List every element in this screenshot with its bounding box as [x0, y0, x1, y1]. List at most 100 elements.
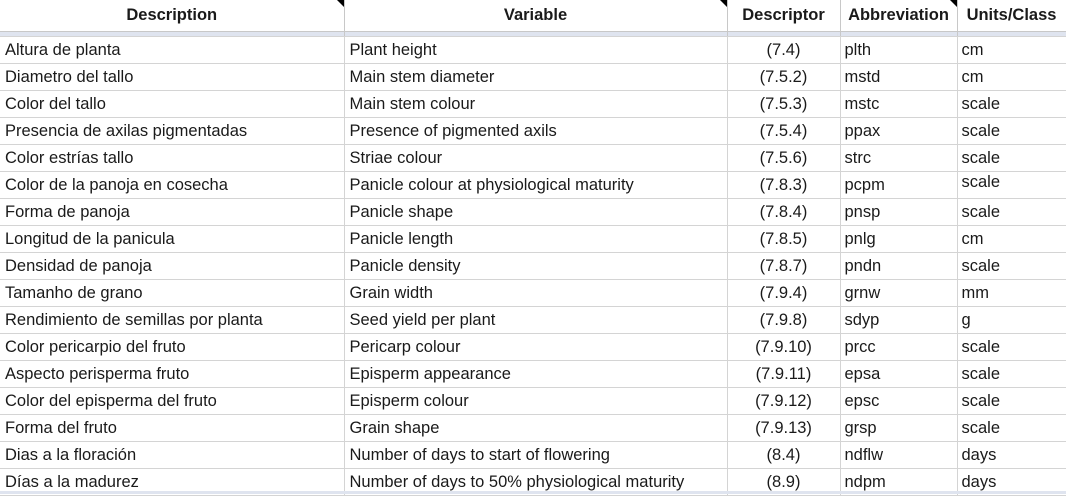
- variable-cell[interactable]: Panicle colour at physiological maturity: [344, 171, 728, 199]
- descriptor-cell[interactable]: (7.9.13): [727, 414, 841, 442]
- variable-cell[interactable]: Plant height: [344, 36, 728, 64]
- units-cell[interactable]: scale: [957, 198, 1066, 226]
- abbreviation-cell[interactable]: pndn: [840, 252, 958, 280]
- description-cell[interactable]: Forma del fruto: [0, 414, 345, 442]
- table-row: Rendimiento de semillas por planta Seed y…: [0, 306, 1066, 334]
- abbreviation-cell[interactable]: epsa: [840, 360, 958, 388]
- variable-cell[interactable]: Panicle length: [344, 225, 728, 253]
- table-row: Presencia de axilas pigmentadas Presence …: [0, 117, 1066, 145]
- variable-cell[interactable]: Grain width: [344, 279, 728, 307]
- abbreviation-cell[interactable]: mstd: [840, 63, 958, 91]
- variable-cell[interactable]: Pericarp colour: [344, 333, 728, 361]
- units-cell[interactable]: scale: [957, 252, 1066, 280]
- abbreviation-cell[interactable]: grsp: [840, 414, 958, 442]
- abbreviation-cell[interactable]: grnw: [840, 279, 958, 307]
- variable-cell[interactable]: Seed yield per plant: [344, 306, 728, 334]
- descriptor-cell[interactable]: (7.9.10): [727, 333, 841, 361]
- descriptor-cell[interactable]: (7.5.3): [727, 90, 841, 118]
- descriptor-cell[interactable]: (7.8.5): [727, 225, 841, 253]
- description-cell[interactable]: Aspecto perisperma fruto: [0, 360, 345, 388]
- variable-cell[interactable]: Number of days to start of flowering: [344, 441, 728, 469]
- units-cell[interactable]: mm: [957, 279, 1066, 307]
- note-indicator-icon[interactable]: [949, 0, 956, 7]
- units-cell[interactable]: cm: [957, 36, 1066, 64]
- column-header-descriptor[interactable]: Descriptor: [727, 0, 841, 32]
- descriptor-cell[interactable]: (8.4): [727, 441, 841, 469]
- description-cell[interactable]: Altura de planta: [0, 36, 345, 64]
- abbreviation-cell[interactable]: strc: [840, 144, 958, 172]
- frozen-row-divider[interactable]: [0, 31, 1066, 37]
- column-header-units[interactable]: Units/Class: [957, 0, 1066, 32]
- descriptor-cell[interactable]: (7.9.4): [727, 279, 841, 307]
- abbreviation-cell[interactable]: prcc: [840, 333, 958, 361]
- units-cell[interactable]: scale: [957, 387, 1066, 415]
- descriptor-cell[interactable]: (7.9.12): [727, 387, 841, 415]
- column-header-abbreviation[interactable]: Abbreviation: [840, 0, 958, 32]
- description-cell[interactable]: Longitud de la panicula: [0, 225, 345, 253]
- variable-cell[interactable]: Panicle density: [344, 252, 728, 280]
- variable-cell[interactable]: Grain shape: [344, 414, 728, 442]
- description-cell[interactable]: Color estrías tallo: [0, 144, 345, 172]
- descriptor-cell[interactable]: (7.8.7): [727, 252, 841, 280]
- descriptor-cell[interactable]: (7.5.2): [727, 63, 841, 91]
- abbreviation-cell[interactable]: mstc: [840, 90, 958, 118]
- units-cell[interactable]: scale: [957, 414, 1066, 442]
- variable-cell[interactable]: Episperm appearance: [344, 360, 728, 388]
- variable-cell[interactable]: Striae colour: [344, 144, 728, 172]
- description-cell[interactable]: Forma de panoja: [0, 198, 345, 226]
- units-cell[interactable]: scale: [957, 333, 1066, 361]
- description-cell[interactable]: Color del episperma del fruto: [0, 387, 345, 415]
- description-cell[interactable]: Densidad de panoja: [0, 252, 345, 280]
- description-cell[interactable]: Tamanho de grano: [0, 279, 345, 307]
- descriptor-cell[interactable]: (7.9.11): [727, 360, 841, 388]
- description-cell[interactable]: Diametro del tallo: [0, 63, 345, 91]
- table-row: Color del episperma del fruto Episperm co…: [0, 387, 1066, 415]
- abbreviation-cell[interactable]: sdyp: [840, 306, 958, 334]
- variable-cell[interactable]: Presence of pigmented axils: [344, 117, 728, 145]
- table-row: Dias a la floración Number of days to sta…: [0, 441, 1066, 469]
- note-indicator-icon[interactable]: [336, 0, 343, 7]
- units-cell[interactable]: scale: [957, 360, 1066, 388]
- descriptor-cell[interactable]: (7.8.3): [727, 171, 841, 199]
- descriptor-cell[interactable]: (7.4): [727, 36, 841, 64]
- abbreviation-cell[interactable]: plth: [840, 36, 958, 64]
- column-header-variable[interactable]: Variable: [344, 0, 728, 32]
- column-header-label: Units/Class: [966, 6, 1057, 24]
- abbreviation-cell[interactable]: pnlg: [840, 225, 958, 253]
- abbreviation-cell[interactable]: pcpm: [840, 171, 958, 199]
- column-header-label: Descriptor: [742, 6, 825, 24]
- note-indicator-icon[interactable]: [719, 0, 726, 7]
- descriptor-cell[interactable]: (7.5.4): [727, 117, 841, 145]
- units-cell[interactable]: days: [957, 441, 1066, 469]
- units-cell[interactable]: g: [957, 306, 1066, 334]
- abbreviation-cell[interactable]: epsc: [840, 387, 958, 415]
- variable-cell[interactable]: Panicle shape: [344, 198, 728, 226]
- abbreviation-cell[interactable]: pnsp: [840, 198, 958, 226]
- divider-cell: [0, 31, 345, 37]
- table-row: Color estrías tallo Striae colour (7.5.6) s…: [0, 144, 1066, 172]
- description-cell[interactable]: Color pericarpio del fruto: [0, 333, 345, 361]
- variable-cell[interactable]: Episperm colour: [344, 387, 728, 415]
- description-cell[interactable]: Presencia de axilas pigmentadas: [0, 117, 345, 145]
- description-cell[interactable]: Color de la panoja en cosecha: [0, 171, 345, 199]
- column-header-description[interactable]: Description: [0, 0, 345, 32]
- abbreviation-cell[interactable]: ndflw: [840, 441, 958, 469]
- units-cell[interactable]: scale: [957, 144, 1066, 172]
- table-row: Altura de planta Plant height (7.4) plth cm: [0, 36, 1066, 64]
- descriptor-cell[interactable]: (7.9.8): [727, 306, 841, 334]
- descriptor-cell[interactable]: (7.8.4): [727, 198, 841, 226]
- variable-cell[interactable]: Main stem colour: [344, 90, 728, 118]
- descriptor-cell[interactable]: (7.5.6): [727, 144, 841, 172]
- description-cell[interactable]: Rendimiento de semillas por planta: [0, 306, 345, 334]
- abbreviation-cell[interactable]: ppax: [840, 117, 958, 145]
- units-cell[interactable]: cm: [957, 63, 1066, 91]
- description-cell[interactable]: Color del tallo: [0, 90, 345, 118]
- units-cell[interactable]: cm: [957, 225, 1066, 253]
- units-cell[interactable]: scale: [957, 90, 1066, 118]
- column-header-label: Variable: [503, 6, 568, 24]
- units-cell[interactable]: scale: [957, 117, 1066, 145]
- units-cell[interactable]: scale: [957, 171, 1066, 199]
- description-cell[interactable]: Dias a la floración: [0, 441, 345, 469]
- table-row: Tamanho de grano Grain width (7.9.4) grnw mm: [0, 279, 1066, 307]
- variable-cell[interactable]: Main stem diameter: [344, 63, 728, 91]
